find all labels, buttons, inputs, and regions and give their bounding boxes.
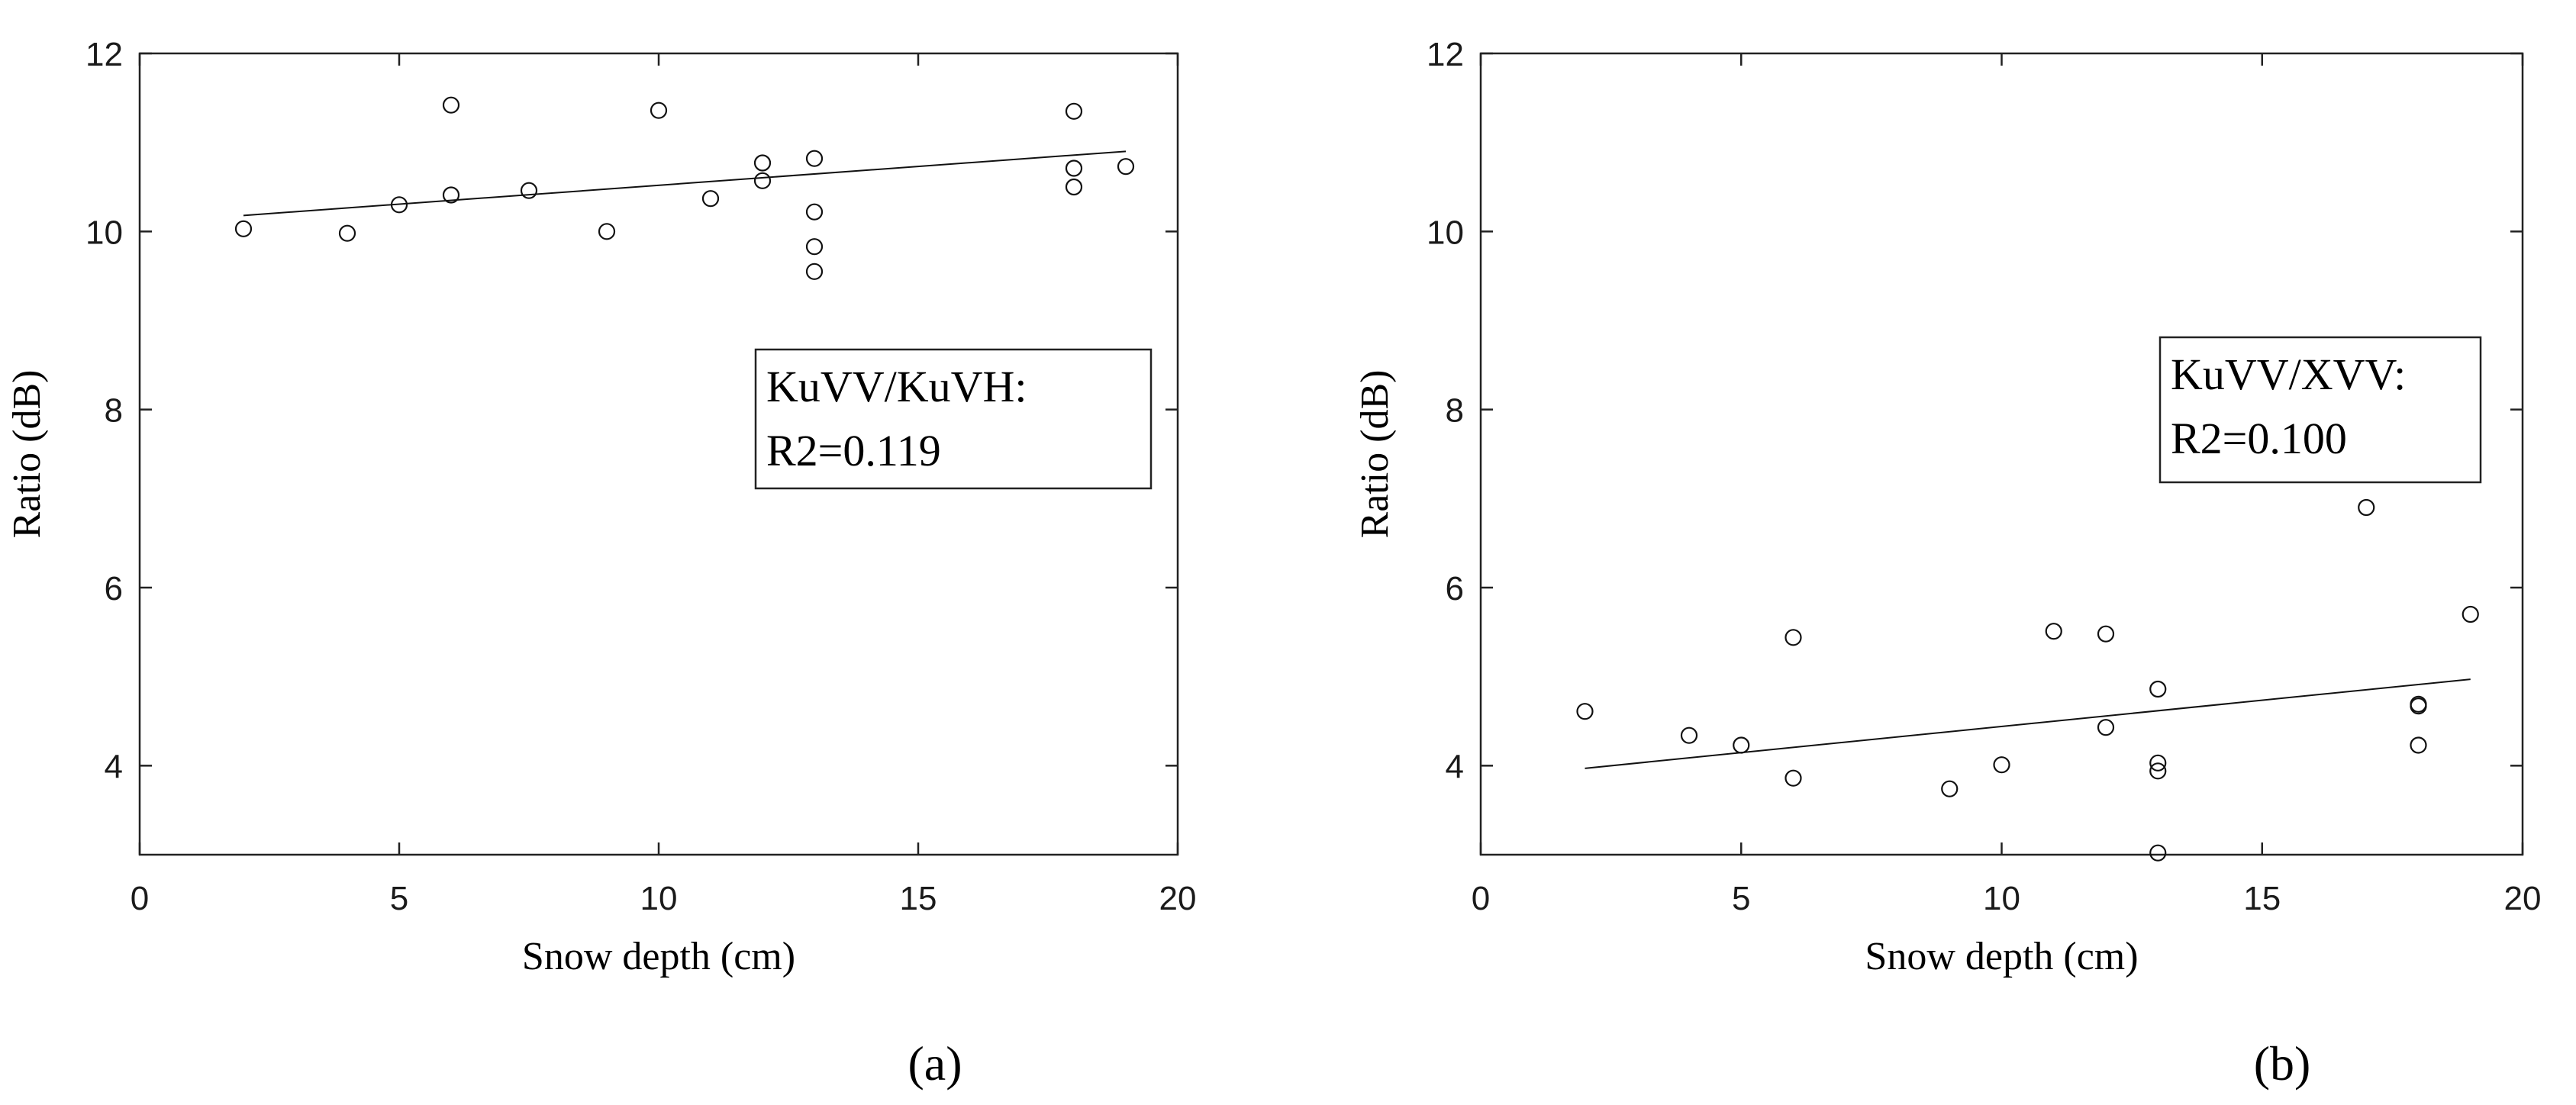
data-point-a — [701, 190, 720, 208]
legend-text-a: KuVV/KuVH: — [766, 362, 1027, 411]
data-point-b — [2410, 697, 2427, 715]
data-point-a — [805, 203, 824, 221]
fit-line-a — [243, 150, 1127, 217]
x-tick-label-b: 5 — [1732, 880, 1750, 917]
x-tick-label-a: 5 — [390, 880, 408, 917]
data-point-b — [1733, 736, 1750, 754]
data-point-b — [1576, 703, 1594, 720]
y-tick-label-b: 10 — [1427, 214, 1464, 251]
x-tick-label-a: 0 — [131, 880, 149, 917]
data-point-b — [2410, 736, 2427, 754]
fit-line-b — [1585, 678, 2471, 769]
data-point-a — [442, 186, 460, 204]
legend-box-a — [754, 348, 1153, 490]
data-point-b — [2149, 754, 2167, 772]
data-point-a — [390, 196, 408, 214]
x-tick-label-a: 10 — [640, 880, 678, 917]
y-tick-label-b: 4 — [1446, 748, 1464, 785]
data-point-a — [234, 220, 253, 237]
data-point-b — [1680, 726, 1698, 744]
data-point-a — [1065, 178, 1083, 196]
y-tick-label-b: 8 — [1446, 392, 1464, 430]
x-tick-label-b: 15 — [2243, 880, 2281, 917]
data-point-b — [2462, 605, 2479, 623]
y-tick-label-b: 12 — [1427, 36, 1464, 73]
data-point-a — [1065, 102, 1083, 120]
x-tick-label-a: 20 — [1159, 880, 1197, 917]
data-point-a — [805, 150, 824, 167]
data-point-b — [1993, 756, 2010, 774]
data-point-a — [753, 154, 772, 172]
legend-text-a: R2=0.119 — [766, 426, 941, 475]
legend-box-b — [2158, 336, 2482, 484]
data-point-a — [442, 96, 460, 114]
legend-text-b: KuVV/XVV: — [2171, 350, 2406, 399]
data-point-b — [2045, 623, 2062, 640]
data-point-b — [2149, 844, 2167, 862]
data-point-b — [1941, 780, 1959, 797]
data-point-a — [753, 172, 772, 189]
y-tick-label-a: 10 — [85, 214, 123, 251]
data-point-b — [2149, 680, 2167, 698]
y-axis-label-a: Ratio (dB) — [5, 370, 49, 539]
data-point-b — [2097, 719, 2115, 736]
y-tick-label-a: 6 — [105, 570, 123, 607]
data-point-a — [1065, 159, 1083, 177]
data-point-a — [338, 224, 356, 242]
data-point-b — [2097, 625, 2115, 643]
data-point-a — [1117, 158, 1135, 176]
data-point-b — [2358, 498, 2375, 517]
data-point-b — [1785, 769, 1802, 787]
data-point-b — [1785, 629, 1802, 646]
data-point-a — [805, 238, 824, 256]
y-tick-label-a: 12 — [85, 36, 123, 73]
legend-text-b: R2=0.100 — [2171, 414, 2347, 463]
data-point-b — [2149, 762, 2167, 780]
data-point-a — [598, 223, 616, 240]
y-axis-label-b: Ratio (dB) — [1353, 370, 1397, 539]
y-tick-label-a: 8 — [105, 392, 123, 430]
x-tick-label-a: 15 — [900, 880, 937, 917]
data-point-a — [520, 182, 538, 199]
x-axis-label-a: Snow depth (cm) — [522, 935, 795, 978]
x-tick-label-b: 0 — [1472, 880, 1490, 917]
y-tick-label-a: 4 — [105, 748, 123, 785]
x-tick-label-b: 20 — [2504, 880, 2542, 917]
y-tick-label-b: 6 — [1446, 570, 1464, 607]
x-tick-label-b: 10 — [1983, 880, 2020, 917]
x-axis-label-b: Snow depth (cm) — [1865, 935, 2138, 978]
panel-label-a: (a) — [908, 1036, 962, 1091]
data-point-a — [805, 263, 824, 280]
panel-label-b: (b) — [2254, 1036, 2311, 1091]
data-point-a — [650, 101, 668, 119]
